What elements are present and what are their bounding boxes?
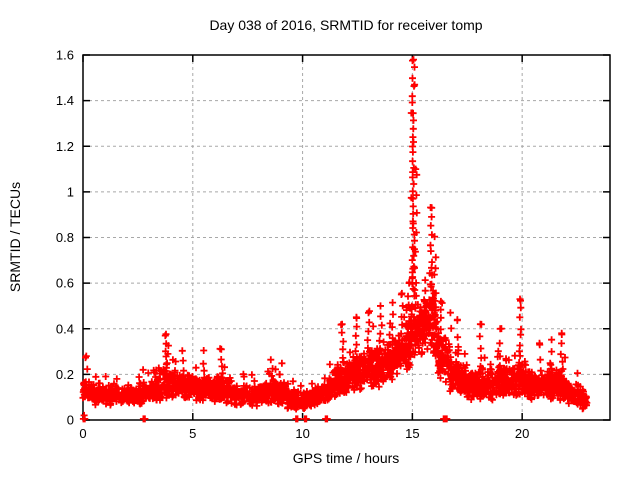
y-tick-label: 1.6	[56, 48, 74, 63]
y-tick-label: 1	[67, 184, 74, 199]
y-axis-label: SRMTID / TECUs	[7, 182, 23, 292]
tick-labels: 0 5 10 15 20 0 0.2 0.4 0.6 0.8 1 1.2 1.4 1.6	[56, 48, 529, 442]
x-tick-label: 5	[189, 426, 196, 441]
x-tick-label: 10	[295, 426, 309, 441]
scatter-markers	[79, 56, 591, 423]
y-tick-label: 0.4	[56, 321, 74, 336]
y-tick-label: 0	[67, 413, 74, 428]
y-tick-label: 1.2	[56, 139, 74, 154]
y-tick-label: 1.4	[56, 93, 74, 108]
y-tick-label: 0.6	[56, 276, 74, 291]
chart-title: Day 038 of 2016, SRMTID for receiver tom…	[209, 17, 482, 33]
x-axis-label: GPS time / hours	[293, 450, 400, 466]
y-tick-label: 0.8	[56, 230, 74, 245]
y-tick-label: 0.2	[56, 367, 74, 382]
data-points	[79, 56, 591, 423]
x-tick-label: 15	[405, 426, 419, 441]
x-tick-label: 0	[79, 426, 86, 441]
x-tick-label: 20	[515, 426, 529, 441]
